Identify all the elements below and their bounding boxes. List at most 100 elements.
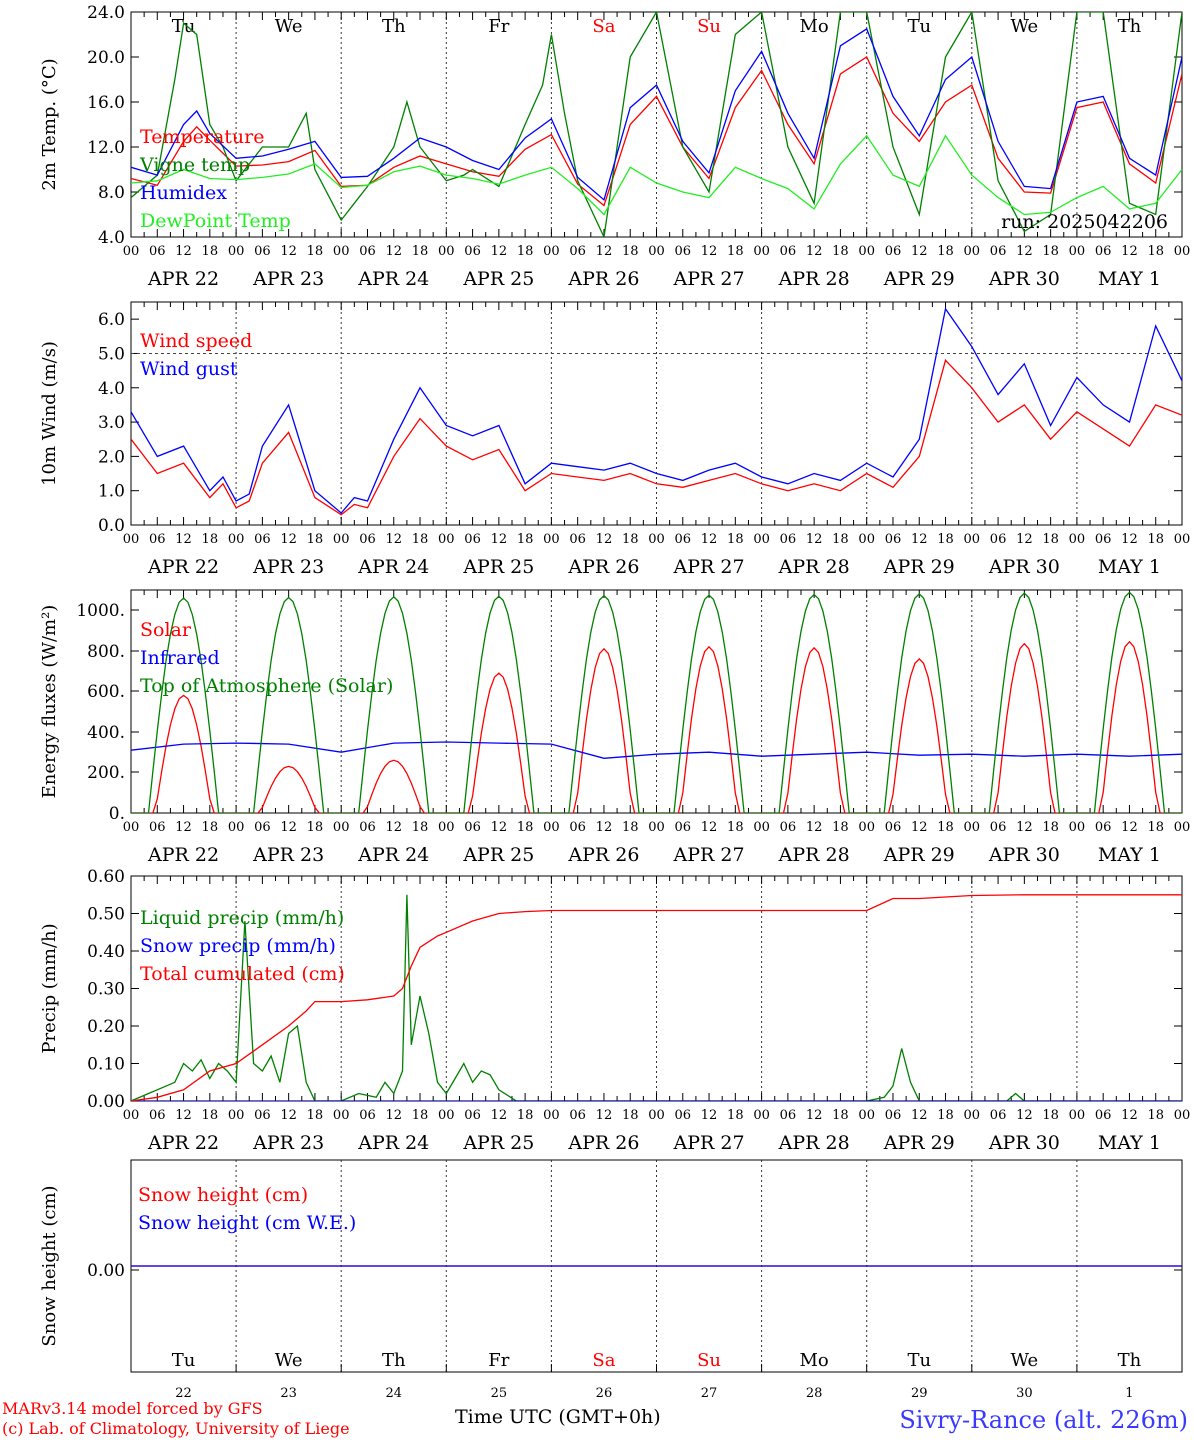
x-tick-label: 06 <box>885 1108 902 1123</box>
day-name: Th <box>1118 1350 1142 1371</box>
y-tick-label: 600. <box>87 682 125 702</box>
x-tick-label: 00 <box>123 532 140 547</box>
date-label: APR 25 <box>462 844 534 866</box>
x-tick-label: 00 <box>228 532 245 547</box>
x-tick-label: 06 <box>1095 1108 1112 1123</box>
x-tick-label: 00 <box>648 532 665 547</box>
x-tick-label: 12 <box>280 820 297 835</box>
x-tick-label: 06 <box>569 244 586 259</box>
day-name: Sa <box>592 16 615 37</box>
x-tick-label: 00 <box>333 532 350 547</box>
x-tick-label: 06 <box>780 1108 797 1123</box>
date-label: APR 24 <box>357 844 429 866</box>
series-infrared <box>131 741 1182 759</box>
x-tick-label: 18 <box>412 820 429 835</box>
x-tick-label: 12 <box>596 820 613 835</box>
x-tick-label: 06 <box>464 244 481 259</box>
date-label: APR 25 <box>462 268 534 290</box>
x-tick-label: 12 <box>806 244 823 259</box>
x-tick-label: 06 <box>254 244 271 259</box>
y-tick-label: 200. <box>87 763 125 783</box>
y-tick-label: 24.0 <box>87 3 125 23</box>
y-tick-label: 0.0 <box>98 516 125 536</box>
date-label: APR 27 <box>673 268 745 290</box>
y-tick-label: 0.50 <box>87 905 125 925</box>
x-tick-label: 12 <box>596 1108 613 1123</box>
x-tick-label: 00 <box>964 244 981 259</box>
x-tick-label: 12 <box>491 532 508 547</box>
x-tick-label: 18 <box>727 532 744 547</box>
legend-entry: Temperature <box>140 126 264 148</box>
series-wind-speed <box>131 359 1182 516</box>
x-tick-label: 12 <box>911 820 928 835</box>
x-tick-label: 12 <box>911 532 928 547</box>
x-tick-label: 12 <box>911 1108 928 1123</box>
date-label: APR 22 <box>147 844 219 866</box>
x-tick-label: 06 <box>254 820 271 835</box>
x-tick-label: 18 <box>202 532 219 547</box>
legend-entry: Vigne temp <box>139 154 250 176</box>
x-tick-label: 00 <box>1174 532 1191 547</box>
legend-entry: Infrared <box>140 647 220 669</box>
series-temperature <box>131 56 1182 207</box>
x-tick-label: 00 <box>753 532 770 547</box>
day-name: We <box>1011 1350 1039 1371</box>
x-tick-label: 06 <box>254 1108 271 1123</box>
x-tick-label: 06 <box>149 244 166 259</box>
x-tick-label: 12 <box>175 820 192 835</box>
x-tick-label: 00 <box>858 532 875 547</box>
day-name: Fr <box>488 16 509 37</box>
date-label: APR 30 <box>988 844 1060 866</box>
day-number: 23 <box>280 1386 297 1401</box>
date-label: APR 29 <box>883 556 955 578</box>
day-number: 22 <box>175 1386 192 1401</box>
x-tick-label: 00 <box>1069 532 1086 547</box>
x-tick-label: 00 <box>1069 244 1086 259</box>
y-tick-label: 800. <box>87 642 125 662</box>
series-wind-gust <box>131 307 1182 514</box>
x-tick-label: 12 <box>596 244 613 259</box>
x-tick-label: 00 <box>438 820 455 835</box>
series-total-cumulated-cm- <box>131 894 1182 1101</box>
date-label: APR 25 <box>462 1132 534 1154</box>
x-tick-label: 12 <box>1121 244 1138 259</box>
x-tick-label: 18 <box>1147 244 1164 259</box>
panel-snow: 0.00 Snow height (cm) Tu We Th Fr Sa Su Mo Tu We Th… <box>39 1159 1183 1401</box>
x-tick-label: 00 <box>648 820 665 835</box>
y-tick-label: 4.0 <box>98 379 125 399</box>
x-tick-label: 18 <box>622 532 639 547</box>
x-tick-label: 06 <box>780 532 797 547</box>
series-vigne-temp <box>131 12 1182 237</box>
x-tick-label: 12 <box>385 244 402 259</box>
x-tick-label: 18 <box>1042 532 1059 547</box>
x-tick-label: 06 <box>569 532 586 547</box>
y-tick-label: 1.0 <box>98 482 125 502</box>
station-name: Sivry-Rance (alt. 226m) <box>899 1406 1188 1434</box>
x-tick-label: 18 <box>622 1108 639 1123</box>
x-tick-label: 00 <box>438 1108 455 1123</box>
x-tick-label: 00 <box>753 244 770 259</box>
day-number: 29 <box>911 1386 928 1401</box>
x-tick-label: 00 <box>753 1108 770 1123</box>
x-tick-label: 18 <box>1147 532 1164 547</box>
date-label: APR 22 <box>147 1132 219 1154</box>
day-name: Tu <box>907 1350 931 1371</box>
x-tick-label: 12 <box>491 244 508 259</box>
x-tick-label: 18 <box>517 244 534 259</box>
x-tick-label: 06 <box>885 820 902 835</box>
x-tick-label: 12 <box>1016 1108 1033 1123</box>
date-label: APR 26 <box>567 268 639 290</box>
x-tick-label: 00 <box>648 1108 665 1123</box>
day-name: Tu <box>172 1350 196 1371</box>
y-axis-label: Snow height (cm) <box>39 1185 60 1346</box>
x-tick-label: 18 <box>307 820 324 835</box>
x-tick-label: 06 <box>675 820 692 835</box>
y-tick-label: 6.0 <box>98 310 125 330</box>
x-tick-label: 12 <box>1016 532 1033 547</box>
x-tick-label: 06 <box>254 532 271 547</box>
x-tick-label: 18 <box>1042 1108 1059 1123</box>
x-tick-label: 06 <box>675 244 692 259</box>
legend-entry: Wind speed <box>140 330 252 352</box>
legend-entry: Solar <box>140 619 192 641</box>
x-tick-label: 06 <box>990 820 1007 835</box>
